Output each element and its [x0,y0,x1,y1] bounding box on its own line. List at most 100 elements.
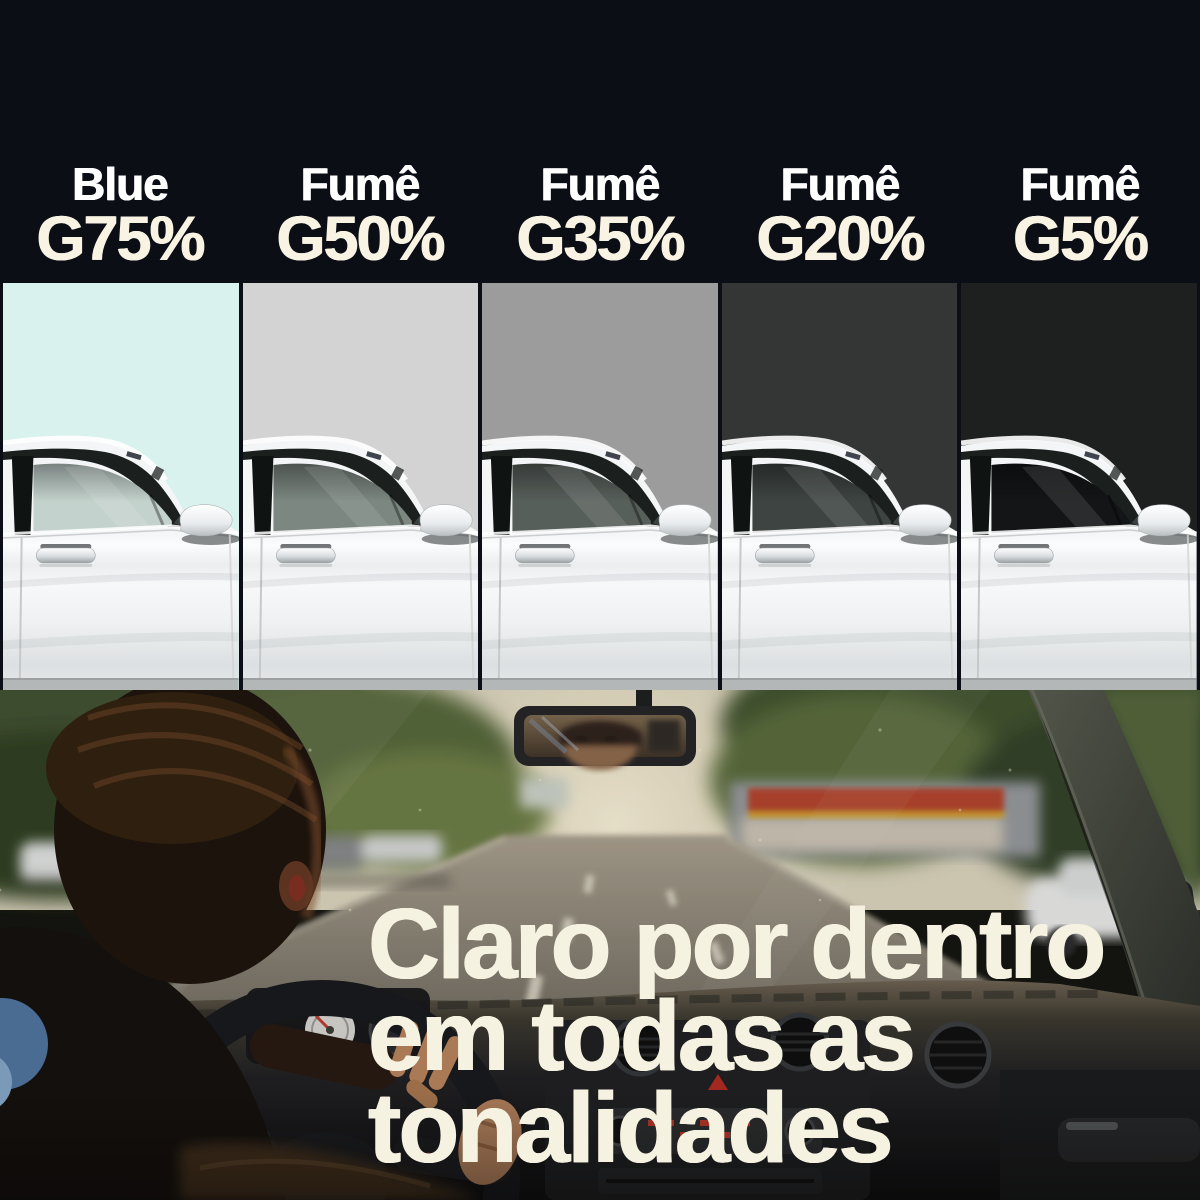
car-door-graphic [721,283,958,690]
side-mirror [419,504,473,537]
hero-section: Claro por dentro em todas as tonalidades [0,690,1200,1200]
car-door-graphic [961,283,1197,690]
glass-reflection [543,465,630,530]
door-handle [515,547,575,564]
accent-circle-small [0,1058,12,1106]
roof-detail [605,451,621,461]
roof-highlight [3,435,168,482]
window-frame-trim [482,448,660,527]
rearview-mirror [514,690,696,770]
accent-circle [0,998,48,1090]
tint-label-g50: Fumê G50% [240,0,480,283]
tint-panel-g50 [242,283,479,690]
roof-detail [869,465,883,481]
body-crease [961,631,1197,650]
body-crease [721,572,958,589]
tint-name: Fumê [1020,158,1141,211]
tint-panel-g20 [721,283,958,690]
red-awning [748,788,1004,818]
body-crease [3,572,239,589]
handle-shadow [758,564,812,567]
tint-panel-g5 [961,283,1197,690]
door-sill [721,679,958,690]
defrost-vents [59,990,1101,1024]
door-seam [1187,534,1194,690]
tint-label-g35: Fumê G35% [480,0,720,283]
window-frame-trim [242,448,421,527]
head-rim-light [281,744,324,920]
sill-line [242,678,479,680]
handle-shadow [278,564,332,567]
body-crease [242,631,479,650]
body-crease [721,631,958,650]
b-pillar [730,456,753,535]
door-handle [36,547,96,564]
glass-shade [33,463,172,533]
hair-highlights [76,702,318,823]
body-crease [242,572,479,589]
glass-pillar-line [148,494,165,526]
car-door-graphic [482,283,718,690]
side-mirror [179,504,233,537]
hazard-button [708,1074,728,1090]
sill-line [721,678,958,680]
driver-hand [389,1021,464,1109]
tint-grade: G35% [516,204,685,275]
glass-pillar-line [867,494,884,526]
tint-name: Fumê [300,158,421,211]
side-mirror [898,504,952,537]
roof-detail [844,451,861,461]
driver-forearm [249,1024,398,1091]
roof-highlight [961,435,1127,482]
roof-detail [150,465,165,481]
roof-detail [126,451,142,461]
tint-name: Fumê [540,158,661,211]
roof-detail [630,465,644,481]
b-pillar [491,456,513,535]
sill-line [961,678,1197,680]
interior-photo [0,690,1200,1200]
glass-pillar-line [628,494,644,526]
headline-line: Claro por dentro [368,888,1106,1000]
sill-line [482,678,718,680]
body-crease [3,631,239,650]
warm-tint [0,690,1200,1200]
mirror-shadow [900,533,958,545]
door-seam [228,534,235,690]
mirror-shadow [1140,533,1197,545]
body-crease [482,631,718,650]
mirror-shadow [181,533,239,545]
tint-label-g5: Fumê G5% [960,0,1200,283]
door-sill [242,679,479,690]
door-sill [3,679,239,690]
headline-line: tonalidades [368,1072,894,1184]
tint-grade: G50% [276,204,445,275]
handle-shadow [39,564,93,567]
roof-detail [365,451,382,461]
b-pillar [970,456,992,535]
window-frame-trim [961,448,1140,527]
window-frame-trim [721,448,900,527]
glass-shade [512,463,652,533]
roof-highlight [721,435,887,482]
headline: Claro por dentro em todas as tonalidades [368,888,1106,1184]
door-sill [961,679,1197,690]
sill-line [3,678,239,680]
b-pillar [11,456,34,535]
door-handle [754,547,815,564]
door-sill [482,679,718,690]
vignette [0,1090,1200,1200]
headline-line: em todas as [368,980,916,1092]
a-pillar [1028,690,1200,1030]
body-crease [961,572,1197,589]
door-seam [18,537,23,690]
glass-reflection [1022,465,1109,530]
glass-pillar-line [388,494,404,526]
door-seam [707,534,714,690]
side-mirror [658,504,712,537]
glass-reflection [782,465,870,530]
tint-name: Fumê [780,158,901,211]
window-frame-trim [3,448,181,527]
handle-shadow [518,564,572,567]
